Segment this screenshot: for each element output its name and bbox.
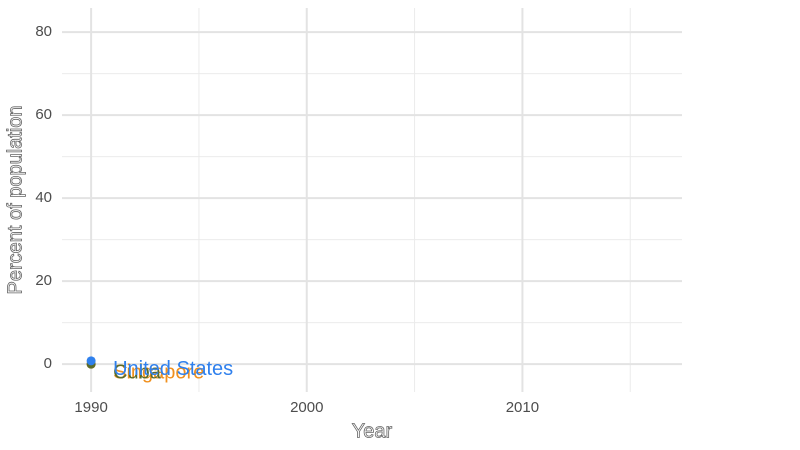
series-label: Singapore (113, 361, 204, 383)
y-tick-label: 0 (44, 355, 52, 372)
y-tick-label: 40 (35, 189, 52, 206)
y-tick-label: 80 (35, 23, 52, 40)
y-tick-label: 60 (35, 106, 52, 123)
y-axis-title: Percent of population (4, 105, 26, 294)
x-tick-label: 2010 (506, 399, 539, 416)
x-tick-label: 2000 (290, 399, 323, 416)
series-label: United States (113, 358, 233, 380)
point (86, 356, 96, 366)
series-label: Cuba (113, 361, 162, 383)
x-tick-label: 1990 (74, 399, 107, 416)
x-axis-title: Year (352, 420, 393, 442)
y-tick-label: 20 (35, 272, 52, 289)
